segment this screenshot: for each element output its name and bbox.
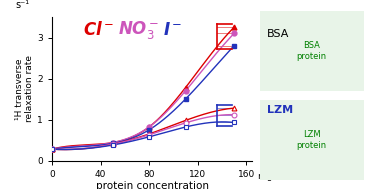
Text: BSA
protein: BSA protein (296, 41, 327, 61)
Text: Cl$^-$: Cl$^-$ (83, 21, 114, 39)
Text: BSA: BSA (267, 29, 289, 39)
Text: LZM
protein: LZM protein (296, 130, 327, 149)
Y-axis label: ¹H transverse
relaxation rate: ¹H transverse relaxation rate (15, 55, 35, 122)
X-axis label: protein concentration: protein concentration (96, 181, 209, 189)
Text: s⁻¹: s⁻¹ (16, 0, 30, 10)
Text: mg mL⁻¹: mg mL⁻¹ (258, 172, 298, 181)
Text: I$^-$: I$^-$ (162, 21, 182, 39)
Text: LZM: LZM (267, 105, 293, 115)
Text: NO$_3^-$: NO$_3^-$ (118, 19, 158, 41)
